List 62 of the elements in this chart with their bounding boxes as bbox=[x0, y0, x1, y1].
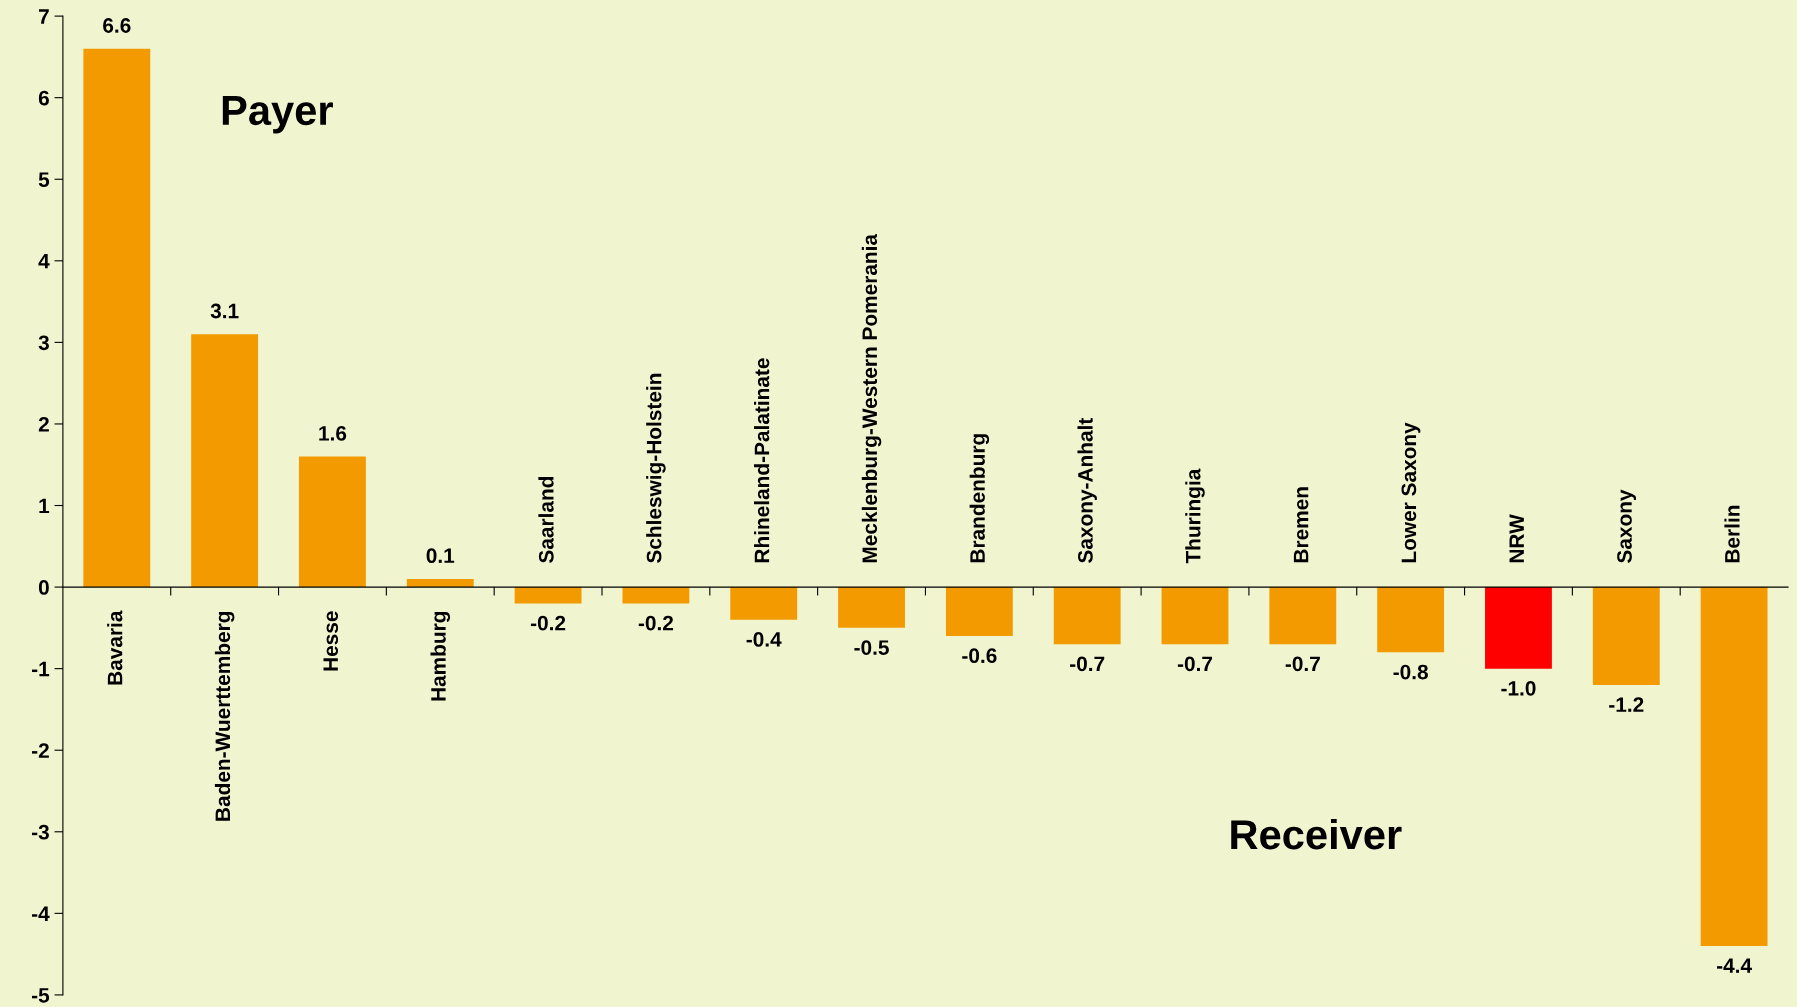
data-label: -4.4 bbox=[1716, 958, 1752, 973]
y-tick-label: 3 bbox=[38, 335, 49, 351]
y-tick-label: -5 bbox=[31, 988, 50, 1003]
bar bbox=[514, 587, 582, 604]
bar bbox=[1269, 587, 1337, 645]
x-tick-label: Brandenburg bbox=[969, 434, 990, 563]
data-label: -1.2 bbox=[1609, 697, 1644, 712]
bar bbox=[1161, 587, 1229, 645]
x-tick-label: Saarland bbox=[538, 476, 554, 563]
data-label: 1.6 bbox=[319, 425, 347, 441]
data-label: -0.5 bbox=[854, 640, 889, 655]
x-tick-label: Schleswig-Holstein bbox=[646, 373, 666, 563]
y-tick-label: 6 bbox=[38, 90, 49, 106]
data-label: -0.2 bbox=[530, 615, 566, 631]
bar bbox=[1592, 587, 1660, 685]
y-tick-label: 7 bbox=[39, 9, 49, 24]
y-tick-label: 1 bbox=[39, 498, 50, 514]
data-label: -0.6 bbox=[962, 648, 997, 664]
y-tick-label: -3 bbox=[31, 824, 49, 840]
data-label: -0.7 bbox=[1285, 656, 1320, 672]
x-tick-label: Bremen bbox=[1293, 487, 1309, 563]
bar bbox=[1377, 587, 1445, 653]
x-tick-label: Saxony bbox=[1617, 489, 1636, 563]
x-tick-label: Hamburg bbox=[430, 611, 451, 701]
annotation: Receiver bbox=[1231, 818, 1402, 850]
x-tick-label: Thuringia bbox=[1185, 468, 1205, 564]
data-label: -0.7 bbox=[1177, 656, 1213, 672]
y-tick-label: 4 bbox=[38, 254, 50, 269]
data-label: -0.8 bbox=[1393, 664, 1428, 680]
data-label: -1.0 bbox=[1501, 680, 1536, 696]
data-label: -0.4 bbox=[746, 632, 782, 647]
annotation: Payer bbox=[222, 96, 333, 134]
x-tick-label: Lower Saxony bbox=[1401, 422, 1421, 563]
y-tick-label: 0 bbox=[38, 580, 49, 595]
data-label: 0.1 bbox=[426, 548, 455, 564]
data-label: -0.2 bbox=[638, 615, 674, 631]
data-label: 3.1 bbox=[210, 303, 239, 319]
y-tick-label: -2 bbox=[31, 743, 49, 758]
data-label: -0.7 bbox=[1070, 656, 1105, 672]
x-tick-label: NRW bbox=[1509, 514, 1524, 563]
x-tick-label: Berlin bbox=[1724, 505, 1740, 563]
x-tick-label: Bavaria bbox=[107, 610, 123, 685]
bar bbox=[730, 587, 798, 620]
bar bbox=[1485, 587, 1552, 669]
bar bbox=[83, 48, 151, 588]
bar bbox=[1053, 587, 1121, 645]
x-tick-label: Mecklenburg-Western Pomerania bbox=[861, 233, 882, 563]
x-tick-label: Saxony-Anhalt bbox=[1077, 417, 1097, 563]
bar bbox=[191, 334, 259, 588]
x-tick-label: Baden-Wuerttemberg bbox=[214, 611, 235, 821]
data-label: 6.6 bbox=[103, 18, 131, 33]
bar bbox=[299, 456, 366, 588]
bar bbox=[622, 587, 690, 604]
y-tick-label: 2 bbox=[38, 416, 49, 432]
bar bbox=[838, 587, 905, 628]
y-tick-label: -1 bbox=[31, 661, 50, 677]
bar bbox=[1700, 587, 1768, 946]
x-tick-label: Hesse bbox=[323, 611, 339, 671]
y-tick-label: -4 bbox=[31, 906, 50, 921]
bar bbox=[945, 587, 1013, 637]
y-tick-label: 5 bbox=[38, 172, 50, 187]
x-tick-label: Rhineland-Palatinate bbox=[754, 358, 770, 563]
